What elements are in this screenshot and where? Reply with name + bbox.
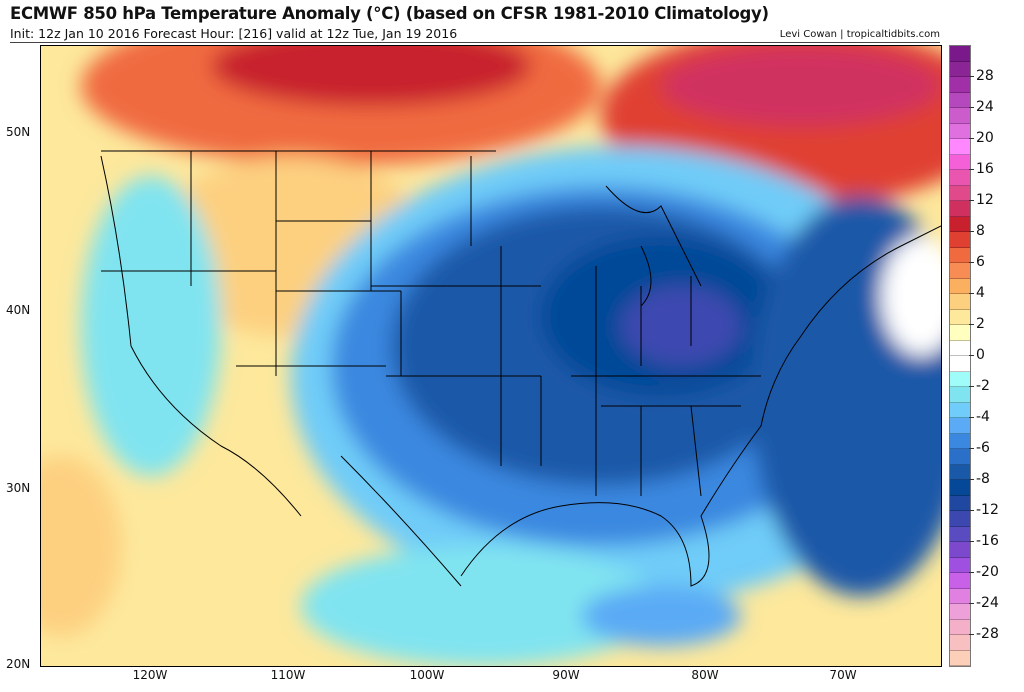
colorbar-label: -8 bbox=[976, 471, 990, 487]
colorbar-tick bbox=[969, 355, 974, 356]
colorbar-swatch bbox=[950, 108, 970, 124]
lon-label: 90W bbox=[552, 668, 580, 682]
colorbar-label: -12 bbox=[976, 502, 999, 518]
colorbar-swatch bbox=[950, 77, 970, 93]
map-field bbox=[41, 46, 941, 666]
colorbar-tick bbox=[969, 231, 974, 232]
lat-label: 40N bbox=[6, 303, 31, 317]
colorbar-swatch bbox=[950, 557, 970, 573]
lat-label: 30N bbox=[6, 481, 31, 495]
colorbar-tick bbox=[969, 324, 974, 325]
colorbar-label: -20 bbox=[976, 564, 999, 580]
colorbar-swatch bbox=[950, 340, 970, 356]
colorbar-label: -2 bbox=[976, 378, 990, 394]
lon-label: 100W bbox=[409, 668, 445, 682]
colorbar-label: 8 bbox=[976, 223, 985, 239]
colorbar-swatch bbox=[950, 185, 970, 201]
colorbar-label: 12 bbox=[976, 192, 994, 208]
colorbar-swatch bbox=[950, 542, 970, 558]
lon-label: 120W bbox=[132, 668, 168, 682]
colorbar-tick bbox=[969, 107, 974, 108]
colorbar bbox=[949, 45, 971, 667]
colorbar-tick bbox=[969, 541, 974, 542]
colorbar-swatch bbox=[950, 61, 970, 77]
colorbar-swatch bbox=[950, 526, 970, 542]
colorbar-label: -16 bbox=[976, 533, 999, 549]
colorbar-swatch bbox=[950, 201, 970, 217]
colorbar-tick bbox=[969, 386, 974, 387]
colorbar-tick bbox=[969, 76, 974, 77]
colorbar-label: -4 bbox=[976, 409, 990, 425]
colorbar-swatch bbox=[950, 309, 970, 325]
colorbar-tick bbox=[969, 634, 974, 635]
divider bbox=[10, 42, 940, 43]
colorbar-swatch bbox=[950, 604, 970, 620]
colorbar-swatch bbox=[950, 170, 970, 186]
colorbar-swatch bbox=[950, 325, 970, 341]
colorbar-swatch bbox=[950, 573, 970, 589]
map-subtitle: Init: 12z Jan 10 2016 Forecast Hour: [21… bbox=[10, 26, 458, 41]
colorbar-tick bbox=[969, 169, 974, 170]
colorbar-swatch bbox=[950, 619, 970, 635]
colorbar-tick bbox=[969, 200, 974, 201]
colorbar-label: 24 bbox=[976, 99, 994, 115]
colorbar-swatch bbox=[950, 495, 970, 511]
colorbar-swatch bbox=[950, 123, 970, 139]
credit: Levi Cowan | tropicaltidbits.com bbox=[779, 29, 940, 40]
colorbar-swatch bbox=[950, 154, 970, 170]
colorbar-label: 6 bbox=[976, 254, 985, 270]
colorbar-swatch bbox=[950, 278, 970, 294]
colorbar-swatch bbox=[950, 263, 970, 279]
colorbar-tick bbox=[969, 293, 974, 294]
lon-label: 80W bbox=[691, 668, 719, 682]
colorbar-label: 28 bbox=[976, 68, 994, 84]
colorbar-swatch bbox=[950, 139, 970, 155]
colorbar-tick bbox=[969, 417, 974, 418]
colorbar-swatch bbox=[950, 402, 970, 418]
colorbar-tick bbox=[969, 262, 974, 263]
colorbar-swatch bbox=[950, 588, 970, 604]
colorbar-swatch bbox=[950, 418, 970, 434]
colorbar-tick bbox=[969, 479, 974, 480]
colorbar-tick bbox=[969, 510, 974, 511]
colorbar-swatch bbox=[950, 216, 970, 232]
colorbar-label: 20 bbox=[976, 130, 994, 146]
colorbar-tick bbox=[969, 138, 974, 139]
anomaly-map bbox=[40, 45, 942, 667]
colorbar-label: 2 bbox=[976, 316, 985, 332]
colorbar-label: -24 bbox=[976, 595, 999, 611]
lat-label: 20N bbox=[6, 657, 31, 671]
colorbar-swatch bbox=[950, 46, 970, 62]
lat-label: 50N bbox=[6, 125, 31, 139]
colorbar-swatch bbox=[950, 635, 970, 651]
colorbar-tick bbox=[969, 448, 974, 449]
colorbar-label: -28 bbox=[976, 626, 999, 642]
lon-label: 110W bbox=[270, 668, 306, 682]
colorbar-swatch bbox=[950, 650, 970, 666]
colorbar-swatch bbox=[950, 387, 970, 403]
colorbar-swatch bbox=[950, 433, 970, 449]
colorbar-swatch bbox=[950, 480, 970, 496]
map-title: ECMWF 850 hPa Temperature Anomaly (°C) (… bbox=[10, 4, 769, 23]
colorbar-swatch bbox=[950, 511, 970, 527]
colorbar-tick bbox=[969, 572, 974, 573]
colorbar-label: 16 bbox=[976, 161, 994, 177]
colorbar-swatch bbox=[950, 356, 970, 372]
colorbar-label: 0 bbox=[976, 347, 985, 363]
colorbar-swatch bbox=[950, 232, 970, 248]
colorbar-swatch bbox=[950, 247, 970, 263]
colorbar-swatch bbox=[950, 371, 970, 387]
colorbar-tick bbox=[969, 603, 974, 604]
colorbar-label: -6 bbox=[976, 440, 990, 456]
colorbar-swatch bbox=[950, 92, 970, 108]
lon-label: 70W bbox=[829, 668, 857, 682]
colorbar-swatch bbox=[950, 294, 970, 310]
colorbar-label: 4 bbox=[976, 285, 985, 301]
colorbar-swatch bbox=[950, 464, 970, 480]
colorbar-swatch bbox=[950, 449, 970, 465]
